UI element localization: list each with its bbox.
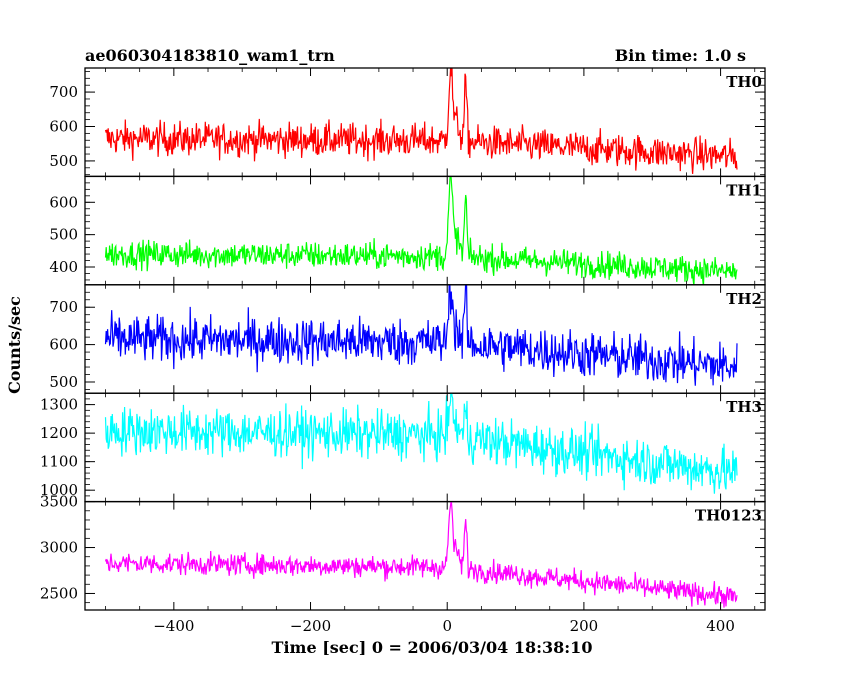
panel-label-th2: TH2 xyxy=(726,290,762,308)
x-tick-label: 200 xyxy=(570,617,599,635)
panel-label-th1: TH1 xyxy=(726,181,762,199)
panel-label-th0123: TH0123 xyxy=(695,507,762,525)
y-tick-label: 1200 xyxy=(40,424,78,442)
x-tick-label: 400 xyxy=(706,617,735,635)
panel-th0: 500 600 700 TH0 xyxy=(49,67,766,178)
y-tick-label: 3000 xyxy=(40,539,78,557)
panel-label-th0: TH0 xyxy=(726,73,762,91)
series-line-th0 xyxy=(104,68,738,174)
y-tick-label: 1300 xyxy=(40,396,78,414)
panel-label-th3: TH3 xyxy=(726,398,762,416)
series-line-th0123 xyxy=(104,501,738,608)
y-tick-label: 500 xyxy=(49,226,78,244)
x-tick-label: −400 xyxy=(153,617,194,635)
y-tick-label: 1100 xyxy=(40,453,78,471)
panel-th3: 1000 1100 1200 1300 TH3 xyxy=(40,392,766,503)
y-axis-title: Counts/sec xyxy=(5,296,24,394)
y-tick-label: 600 xyxy=(49,336,78,354)
x-tick-label: 0 xyxy=(442,617,452,635)
y-tick-label: 400 xyxy=(49,258,78,276)
panel-th0123: 2500 3000 3500 TH0123 xyxy=(40,493,766,611)
panel-th2: 500 600 700 TH2 xyxy=(49,284,766,394)
x-axis-title: Time [sec] 0 = 2006/03/04 18:38:10 xyxy=(272,638,593,657)
x-axis: −400 −200 0 200 400 xyxy=(153,617,735,635)
panel-th1: 400 500 600 TH1 xyxy=(49,175,766,286)
series-line-th2 xyxy=(104,284,738,386)
x-tick-label: −200 xyxy=(290,617,331,635)
y-tick-label: 1000 xyxy=(40,481,78,499)
y-tick-label: 3500 xyxy=(40,493,78,511)
y-tick-label: 700 xyxy=(49,83,78,101)
panel-frame xyxy=(84,500,766,611)
panel-frame xyxy=(84,392,766,503)
y-tick-label: 2500 xyxy=(40,584,78,602)
figure-title: ae060304183810_wam1_trn xyxy=(85,46,335,65)
panels-group: 500 600 700 TH0 400 500 600 TH1 500 600 700 TH2 1000… xyxy=(40,67,766,611)
series-line-th3 xyxy=(104,393,738,494)
y-tick-label: 600 xyxy=(49,118,78,136)
y-tick-label: 500 xyxy=(49,152,78,170)
series-line-th1 xyxy=(104,176,738,285)
y-tick-label: 500 xyxy=(49,373,78,391)
y-tick-label: 700 xyxy=(49,298,78,316)
y-tick-label: 600 xyxy=(49,193,78,211)
bin-time-label: Bin time: 1.0 s xyxy=(615,46,746,65)
